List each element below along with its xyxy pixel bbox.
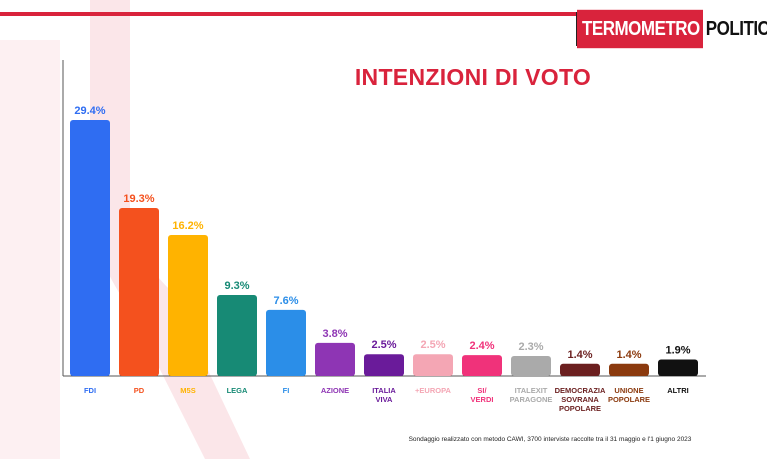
- bar-11: [609, 363, 649, 376]
- value-label-1: 19.3%: [123, 193, 154, 205]
- category-label-11-0: UNIONE: [614, 386, 643, 395]
- category-label-8-1: VERDI: [471, 395, 494, 404]
- brand-logo: TERMOMETRO POLITICO: [576, 9, 767, 49]
- header-rule: [0, 12, 767, 16]
- category-label-9-0: ITALEXIT: [515, 386, 548, 395]
- category-label-10-1: SOVRANA: [561, 395, 599, 404]
- value-label-8: 2.4%: [469, 340, 494, 352]
- bar-9: [511, 355, 551, 376]
- category-label-4-0: FI: [283, 386, 290, 395]
- value-label-9: 2.3%: [518, 341, 543, 353]
- value-label-11: 1.4%: [616, 349, 641, 361]
- value-label-0: 29.4%: [74, 105, 105, 117]
- value-label-3: 9.3%: [224, 280, 249, 292]
- category-label-2-0: M5S: [180, 386, 195, 395]
- bar-7: [413, 354, 453, 376]
- bar-3: [217, 295, 257, 376]
- category-label-9-1: PARAGONE: [510, 395, 553, 404]
- value-label-5: 3.8%: [322, 328, 347, 340]
- category-label-12-0: ALTRI: [667, 386, 689, 395]
- category-label-11-1: POPOLARE: [608, 395, 650, 404]
- chart-title: INTENZIONI DI VOTO: [354, 64, 592, 90]
- category-label-7-0: +EUROPA: [415, 386, 451, 395]
- bar-4: [266, 309, 306, 376]
- category-label-10-2: POPOLARE: [559, 404, 601, 413]
- category-label-6-1: VIVA: [376, 395, 394, 404]
- logo-text-politico: POLITICO: [702, 9, 767, 49]
- value-label-12: 1.9%: [665, 344, 690, 356]
- bar-6: [364, 354, 404, 376]
- value-label-4: 7.6%: [273, 295, 298, 307]
- value-label-7: 2.5%: [420, 339, 445, 351]
- survey-note: Sondaggio realizzato con metodo CAWI, 37…: [408, 436, 692, 443]
- bar-5: [315, 342, 355, 376]
- value-label-2: 16.2%: [172, 220, 203, 232]
- value-label-6: 2.5%: [371, 339, 396, 351]
- bar-10: [560, 363, 600, 376]
- bar-1: [119, 207, 159, 376]
- bar-0: [70, 120, 110, 376]
- category-label-8-0: SI/: [477, 386, 487, 395]
- category-label-5-0: AZIONE: [321, 386, 349, 395]
- category-label-10-0: DEMOCRAZIA: [555, 386, 606, 395]
- value-label-10: 1.4%: [567, 349, 592, 361]
- bar-12: [658, 359, 698, 376]
- bar-8: [462, 355, 502, 376]
- logo-text-termometro: TERMOMETRO: [577, 9, 703, 49]
- category-label-0-0: FDI: [84, 386, 96, 395]
- category-label-3-0: LEGA: [227, 386, 248, 395]
- category-label-6-0: ITALIA: [372, 386, 396, 395]
- category-label-1-0: PD: [134, 386, 145, 395]
- bar-2: [168, 234, 208, 376]
